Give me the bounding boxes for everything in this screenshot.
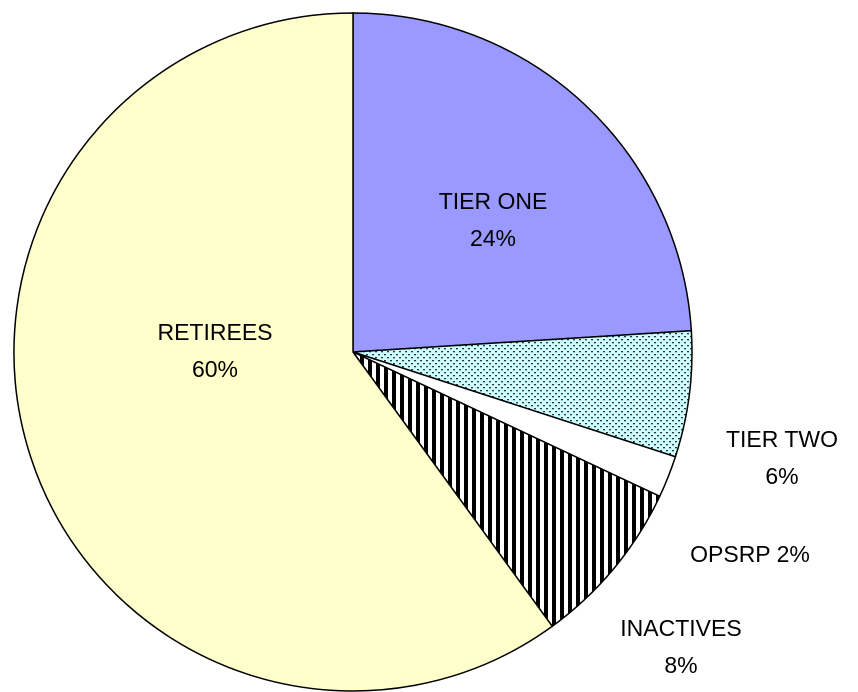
slice-value: 8% [664,652,697,678]
slice-value: 6% [765,463,798,489]
slice-name: OPSRP [690,541,770,567]
pie-slice [352,351,661,628]
slice-name: INACTIVES [620,615,741,641]
slice-name: RETIREES [157,319,272,345]
pie-slice [352,12,693,353]
pie-slice [352,329,693,458]
slice-value: 2% [777,541,810,567]
slice-value: 24% [470,225,516,251]
pie-slice [13,12,554,692]
slice-label: OPSRP 2% [690,541,810,567]
slice-name: TIER ONE [439,188,548,214]
slice-name: TIER TWO [726,426,838,452]
slice-value: 60% [192,356,238,382]
